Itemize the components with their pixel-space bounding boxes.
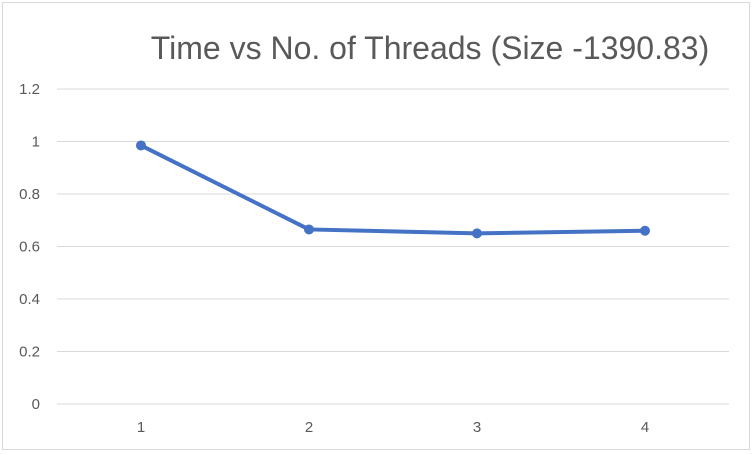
- data-point: [304, 224, 314, 235]
- x-tick-label: 1: [137, 419, 145, 436]
- y-tick-label: 0.4: [19, 291, 40, 308]
- chart-title: Time vs No. of Threads (Size -1390.83): [151, 30, 709, 66]
- x-tick-label: 2: [305, 419, 313, 436]
- x-tick-label: 3: [473, 419, 481, 436]
- data-point: [136, 140, 146, 151]
- y-tick-label: 0.8: [19, 186, 40, 203]
- x-tick-label: 4: [641, 419, 649, 436]
- y-tick-label: 1: [32, 134, 40, 151]
- data-point: [640, 225, 650, 236]
- y-tick-label: 0: [32, 396, 40, 413]
- x-axis-tick-labels: 1 2 3 4: [137, 419, 649, 436]
- series-layer: [136, 140, 650, 239]
- y-tick-label: 0.2: [19, 344, 40, 361]
- chart-frame: [2, 2, 750, 450]
- data-point: [472, 228, 482, 239]
- y-tick-label: 0.6: [19, 239, 40, 256]
- gridlines: [57, 88, 729, 405]
- y-axis-tick-labels: 0 0.2 0.4 0.6 0.8 1 1.2: [19, 81, 40, 413]
- y-tick-label: 1.2: [19, 81, 40, 98]
- series-line: [139, 143, 647, 236]
